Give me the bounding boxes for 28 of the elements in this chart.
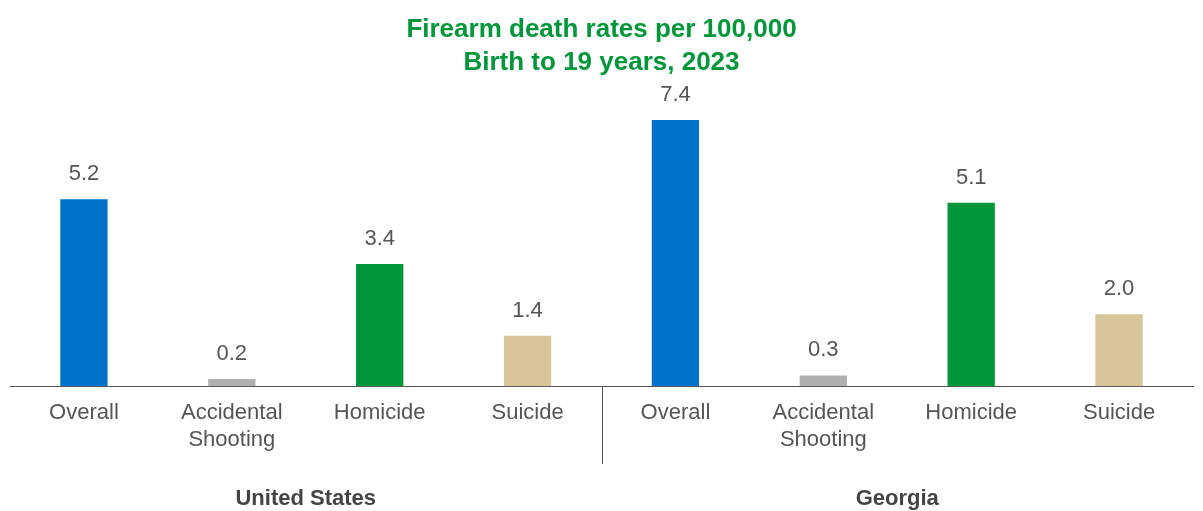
bar <box>60 199 108 387</box>
bar <box>356 263 404 387</box>
bar <box>503 335 552 387</box>
text: Georgia <box>855 485 940 511</box>
data-label: 5.2 <box>68 160 100 186</box>
chart-subtitle: Birth to 19 years, 2023 <box>463 45 740 76</box>
bar <box>208 379 256 387</box>
x-tick-label: Overall <box>49 399 119 425</box>
x-tick-label: Suicide <box>491 399 564 425</box>
bar <box>1095 314 1143 387</box>
data-label: 7.4 <box>660 81 691 107</box>
x-tick-label: Suicide <box>1082 399 1156 425</box>
data-label: 5.1 <box>955 163 987 189</box>
x-tick-label: Homicide <box>925 399 1018 425</box>
bar <box>799 375 847 387</box>
x-tick-label: Accidental Shooting <box>772 399 875 451</box>
x-tick-label: Accidental Shooting <box>181 399 283 451</box>
chart-title: Firearm death rates per 100,000 <box>406 12 797 43</box>
bar <box>651 119 700 387</box>
x-tick-label: Overall <box>640 399 711 425</box>
data-label: 0.2 <box>216 340 248 366</box>
bar <box>947 202 995 387</box>
data-label: 0.3 <box>808 336 839 362</box>
data-label: 3.4 <box>364 224 395 250</box>
x-tick-label: Homicide <box>333 399 426 425</box>
text: United States <box>235 485 377 511</box>
data-label: 2.0 <box>1103 275 1135 301</box>
data-label: 1.4 <box>512 296 543 322</box>
